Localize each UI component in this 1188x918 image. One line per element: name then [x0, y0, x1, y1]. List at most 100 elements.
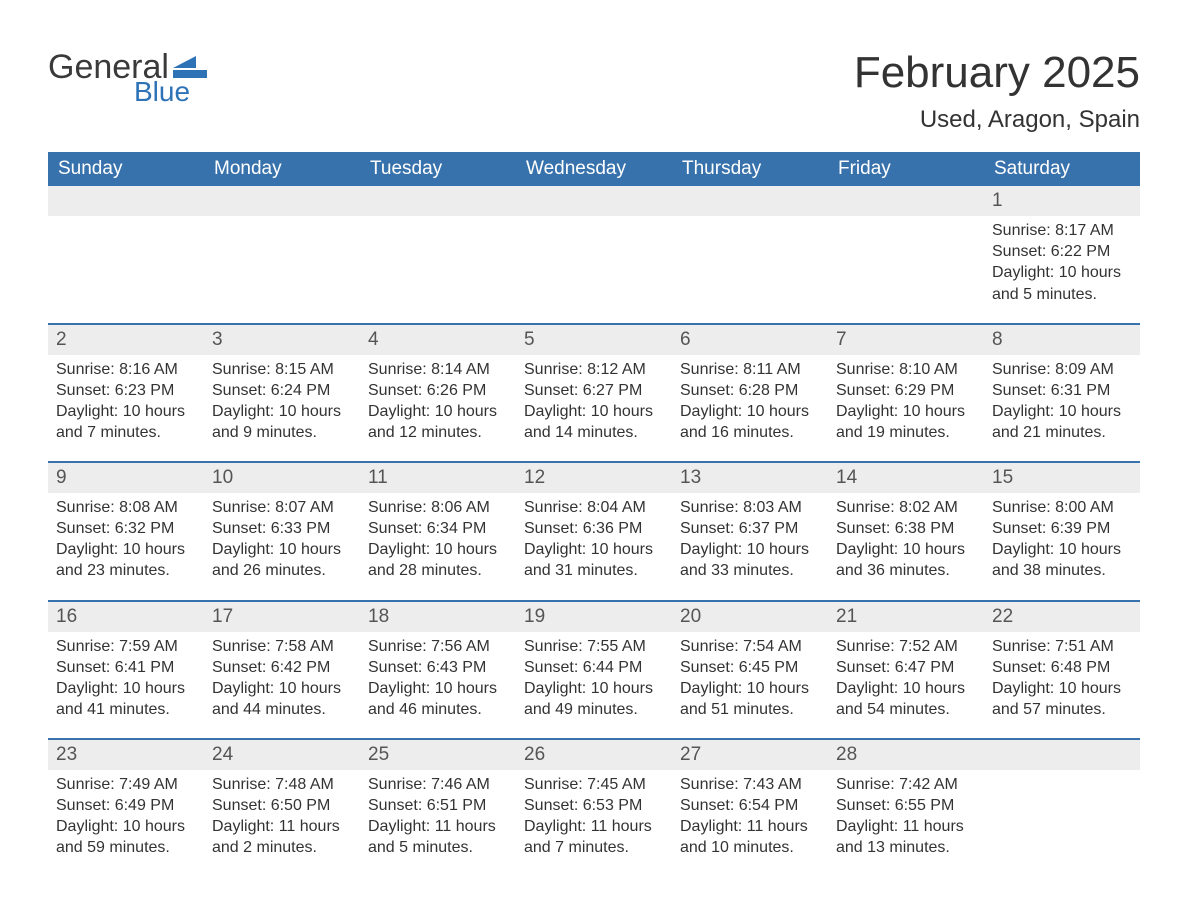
- sunset-text: Sunset: 6:44 PM: [524, 657, 654, 678]
- daylight-text: Daylight: 10 hours and 41 minutes.: [56, 678, 186, 720]
- weeks-container: 1Sunrise: 8:17 AMSunset: 6:22 PMDaylight…: [48, 186, 1140, 876]
- logo: General Blue: [48, 50, 207, 106]
- daylight-text: Daylight: 10 hours and 49 minutes.: [524, 678, 654, 720]
- sunrise-text: Sunrise: 8:12 AM: [524, 359, 654, 380]
- weekday-header-cell: Saturday: [984, 152, 1140, 186]
- sunset-text: Sunset: 6:33 PM: [212, 518, 342, 539]
- day-number: 7: [828, 325, 984, 355]
- day-detail-cell: Sunrise: 8:08 AMSunset: 6:32 PMDaylight:…: [48, 493, 204, 585]
- day-number: 26: [516, 740, 672, 770]
- weekday-header-cell: Friday: [828, 152, 984, 186]
- day-number-band: 232425262728: [48, 740, 1140, 770]
- sunset-text: Sunset: 6:23 PM: [56, 380, 186, 401]
- day-detail-cell: Sunrise: 7:55 AMSunset: 6:44 PMDaylight:…: [516, 632, 672, 724]
- sunset-text: Sunset: 6:31 PM: [992, 380, 1122, 401]
- sunset-text: Sunset: 6:54 PM: [680, 795, 810, 816]
- sunrise-text: Sunrise: 8:09 AM: [992, 359, 1122, 380]
- day-detail-cell: [360, 216, 516, 308]
- day-number: 8: [984, 325, 1140, 355]
- day-detail-cell: Sunrise: 8:14 AMSunset: 6:26 PMDaylight:…: [360, 355, 516, 447]
- day-number: 28: [828, 740, 984, 770]
- daylight-text: Daylight: 10 hours and 19 minutes.: [836, 401, 966, 443]
- day-detail-cell: Sunrise: 7:43 AMSunset: 6:54 PMDaylight:…: [672, 770, 828, 862]
- sunrise-text: Sunrise: 7:48 AM: [212, 774, 342, 795]
- day-number: [204, 186, 360, 216]
- week-row: 232425262728Sunrise: 7:49 AMSunset: 6:49…: [48, 738, 1140, 876]
- day-number: 1: [984, 186, 1140, 216]
- sunrise-text: Sunrise: 7:58 AM: [212, 636, 342, 657]
- sunrise-text: Sunrise: 8:16 AM: [56, 359, 186, 380]
- daylight-text: Daylight: 10 hours and 14 minutes.: [524, 401, 654, 443]
- sunrise-text: Sunrise: 8:04 AM: [524, 497, 654, 518]
- daylight-text: Daylight: 10 hours and 28 minutes.: [368, 539, 498, 581]
- details-band: Sunrise: 8:16 AMSunset: 6:23 PM Daylight:…: [48, 355, 1140, 461]
- day-detail-cell: Sunrise: 7:45 AMSunset: 6:53 PMDaylight:…: [516, 770, 672, 862]
- day-detail-cell: [672, 216, 828, 308]
- daylight-text: Daylight: 10 hours and 44 minutes.: [212, 678, 342, 720]
- month-title: February 2025: [854, 50, 1140, 96]
- details-band: Sunrise: 7:59 AMSunset: 6:41 PMDaylight:…: [48, 632, 1140, 738]
- sunrise-text: Sunrise: 8:07 AM: [212, 497, 342, 518]
- sunset-text: Sunset: 6:24 PM: [212, 380, 342, 401]
- day-number: [48, 186, 204, 216]
- sunrise-text: Sunrise: 8:10 AM: [836, 359, 966, 380]
- sunrise-text: Sunrise: 8:00 AM: [992, 497, 1122, 518]
- sunset-text: Sunset: 6:53 PM: [524, 795, 654, 816]
- sunrise-text: Sunrise: 7:46 AM: [368, 774, 498, 795]
- day-number: 4: [360, 325, 516, 355]
- sunset-text: Sunset: 6:49 PM: [56, 795, 186, 816]
- sunset-text: Sunset: 6:32 PM: [56, 518, 186, 539]
- details-band: Sunrise: 7:49 AMSunset: 6:49 PMDaylight:…: [48, 770, 1140, 876]
- day-detail-cell: Sunrise: 7:56 AMSunset: 6:43 PMDaylight:…: [360, 632, 516, 724]
- sunrise-text: Sunrise: 7:45 AM: [524, 774, 654, 795]
- weekday-header-cell: Sunday: [48, 152, 204, 186]
- week-row: 1Sunrise: 8:17 AMSunset: 6:22 PMDaylight…: [48, 186, 1140, 322]
- sunset-text: Sunset: 6:34 PM: [368, 518, 498, 539]
- daylight-text: Daylight: 11 hours and 7 minutes.: [524, 816, 654, 858]
- flag-icon: [173, 56, 207, 78]
- sunset-text: Sunset: 6:38 PM: [836, 518, 966, 539]
- weekday-header-row: SundayMondayTuesdayWednesdayThursdayFrid…: [48, 152, 1140, 186]
- day-number-band: 1: [48, 186, 1140, 216]
- sunset-text: Sunset: 6:27 PM: [524, 380, 654, 401]
- daylight-text: Daylight: 11 hours and 2 minutes.: [212, 816, 342, 858]
- sunset-text: Sunset: 6:36 PM: [524, 518, 654, 539]
- day-detail-cell: Sunrise: 7:46 AMSunset: 6:51 PMDaylight:…: [360, 770, 516, 862]
- day-detail-cell: Sunrise: 8:04 AMSunset: 6:36 PMDaylight:…: [516, 493, 672, 585]
- sunset-text: Sunset: 6:28 PM: [680, 380, 810, 401]
- location-label: Used, Aragon, Spain: [854, 106, 1140, 134]
- day-number: 12: [516, 463, 672, 493]
- week-row: 16171819202122Sunrise: 7:59 AMSunset: 6:…: [48, 600, 1140, 738]
- day-number-band: 9101112131415: [48, 463, 1140, 493]
- day-number: 17: [204, 602, 360, 632]
- sunrise-text: Sunrise: 8:08 AM: [56, 497, 186, 518]
- sunset-text: Sunset: 6:45 PM: [680, 657, 810, 678]
- day-number: 5: [516, 325, 672, 355]
- daylight-text: Daylight: 11 hours and 10 minutes.: [680, 816, 810, 858]
- sunrise-text: Sunrise: 8:14 AM: [368, 359, 498, 380]
- daylight-text: Daylight: 10 hours and 9 minutes.: [212, 401, 342, 443]
- day-detail-cell: Sunrise: 7:51 AMSunset: 6:48 PMDaylight:…: [984, 632, 1140, 724]
- sunrise-text: Sunrise: 7:42 AM: [836, 774, 966, 795]
- day-detail-cell: Sunrise: 7:59 AMSunset: 6:41 PMDaylight:…: [48, 632, 204, 724]
- daylight-text: Daylight: 10 hours and 31 minutes.: [524, 539, 654, 581]
- day-detail-cell: Sunrise: 7:48 AMSunset: 6:50 PMDaylight:…: [204, 770, 360, 862]
- day-number: 21: [828, 602, 984, 632]
- sunset-text: Sunset: 6:48 PM: [992, 657, 1122, 678]
- day-detail-cell: Sunrise: 7:54 AMSunset: 6:45 PMDaylight:…: [672, 632, 828, 724]
- sunset-text: Sunset: 6:47 PM: [836, 657, 966, 678]
- day-number: 22: [984, 602, 1140, 632]
- daylight-text: Daylight: 10 hours and 57 minutes.: [992, 678, 1122, 720]
- day-detail-cell: Sunrise: 8:00 AMSunset: 6:39 PMDaylight:…: [984, 493, 1140, 585]
- sunset-text: Sunset: 6:41 PM: [56, 657, 186, 678]
- day-number: [984, 740, 1140, 770]
- day-detail-cell: [828, 216, 984, 308]
- details-band: Sunrise: 8:08 AMSunset: 6:32 PM Daylight:…: [48, 493, 1140, 599]
- daylight-text: Daylight: 10 hours and 12 minutes.: [368, 401, 498, 443]
- sunset-text: Sunset: 6:37 PM: [680, 518, 810, 539]
- day-detail-cell: [516, 216, 672, 308]
- day-detail-cell: Sunrise: 8:07 AMSunset: 6:33 PMDaylight:…: [204, 493, 360, 585]
- sunrise-text: Sunrise: 7:43 AM: [680, 774, 810, 795]
- day-number: 10: [204, 463, 360, 493]
- day-detail-cell: Sunrise: 8:12 AMSunset: 6:27 PMDaylight:…: [516, 355, 672, 447]
